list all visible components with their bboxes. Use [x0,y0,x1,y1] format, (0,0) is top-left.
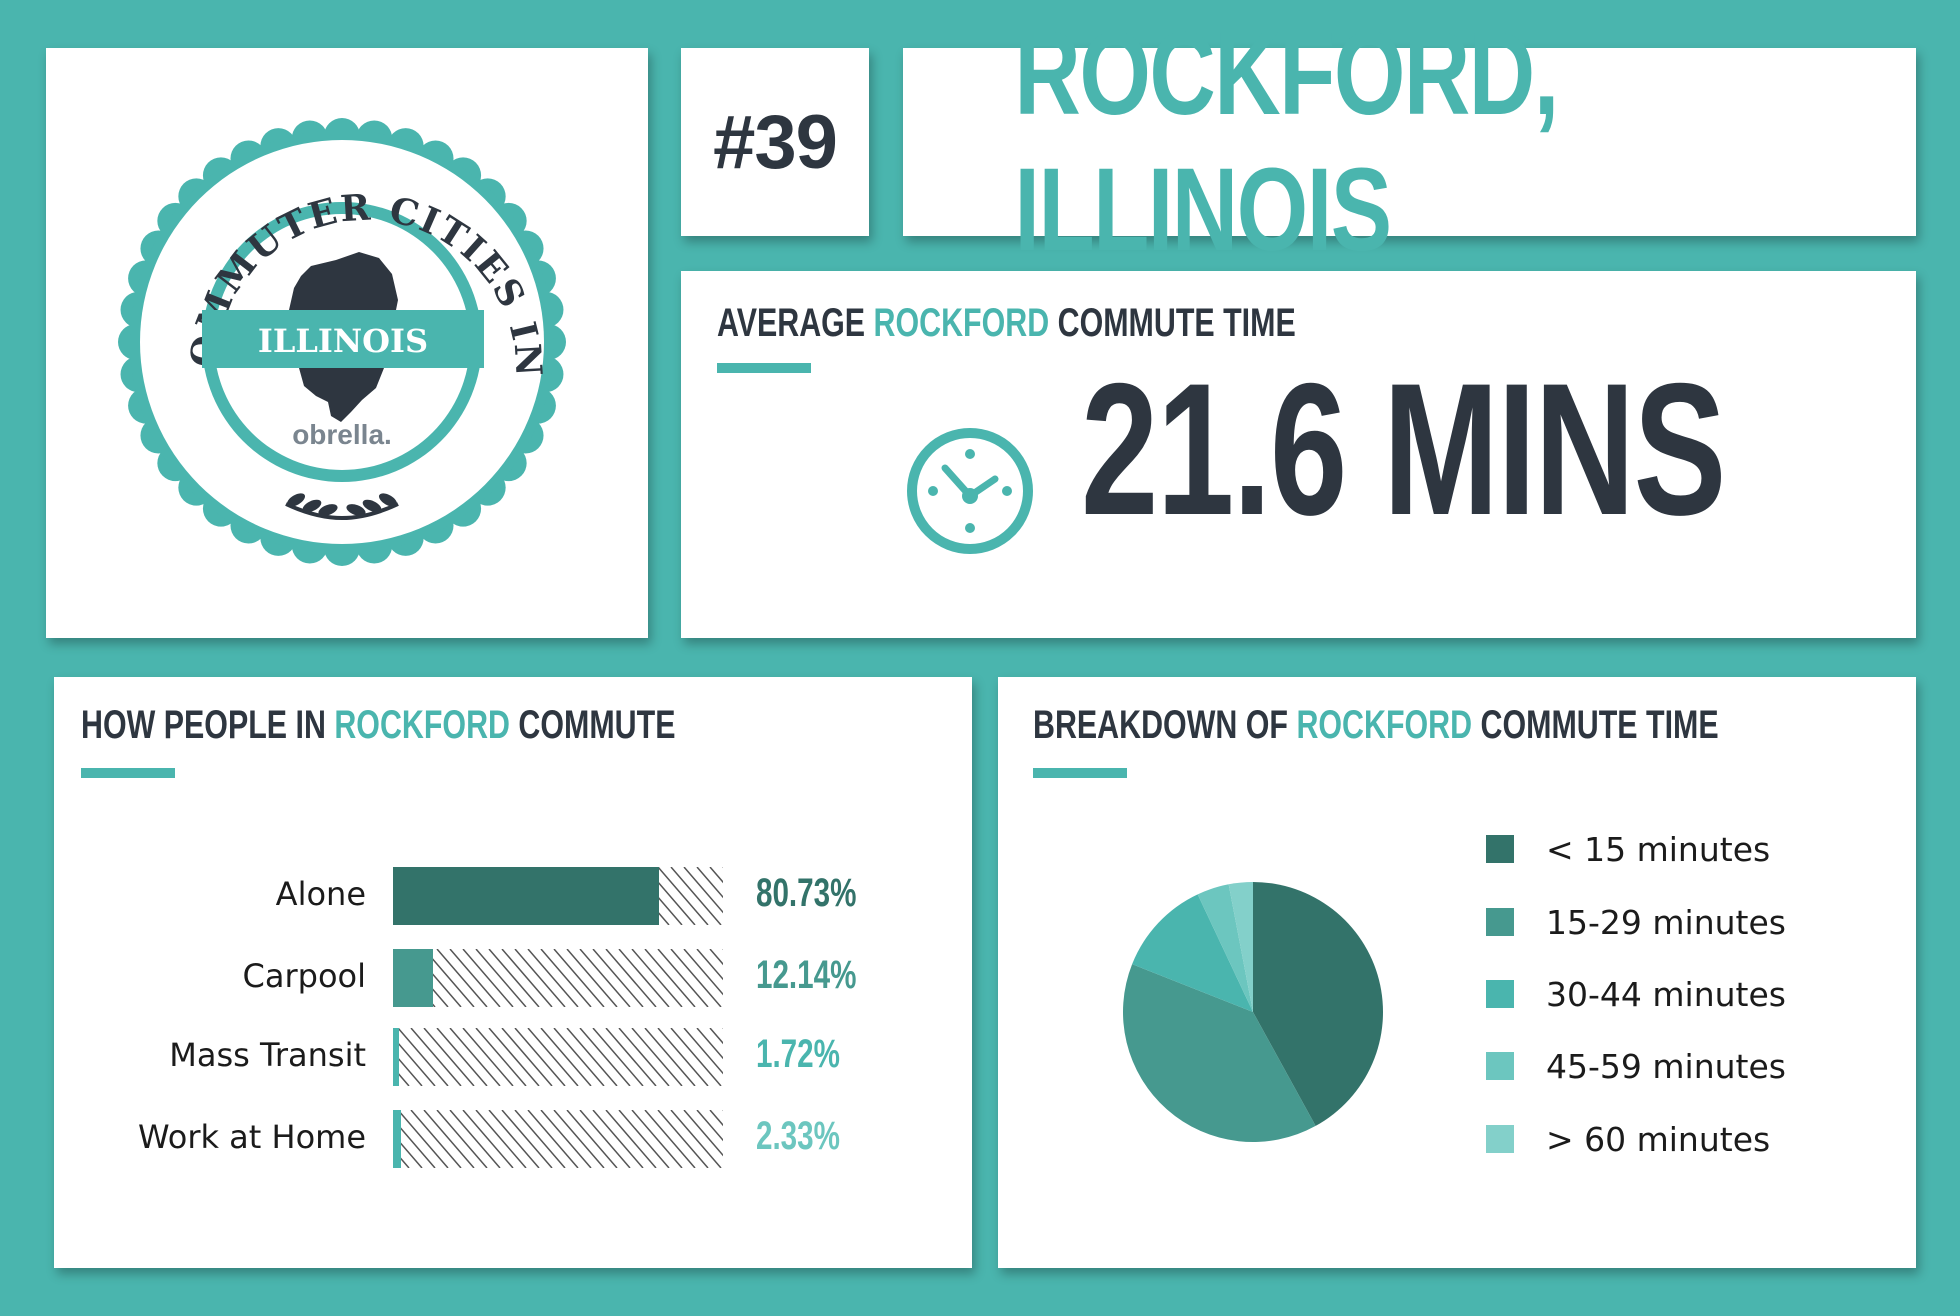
legend-item: 30-44 minutes [1486,974,1786,1014]
commute-time-heading: BREAKDOWN OF ROCKFORD COMMUTE TIME [1033,703,1719,748]
laurel-icon [285,493,399,520]
bar-track [393,1028,723,1086]
title-card: ROCKFORD, ILLINOIS [903,8,1916,276]
legend-swatch [1486,1125,1514,1153]
bar-track [393,1110,723,1168]
bar-category-label: Alone [275,875,366,913]
average-commute-heading: AVERAGE ROCKFORD COMMUTE TIME [717,301,1296,346]
heading-text: COMMUTE [509,703,676,747]
bar-alone [393,867,660,925]
heading-underline [1033,768,1127,778]
rank-card: #39 [681,48,869,236]
brand-logo: obrella. [292,419,392,450]
legend-item: 45-59 minutes [1486,1046,1786,1086]
legend-swatch [1486,1052,1514,1080]
heading-text: COMMUTE TIME [1472,703,1719,747]
commute-mode-heading: HOW PEOPLE IN ROCKFORD COMMUTE [81,703,675,748]
bar-track [393,867,723,925]
bar-value-label: 12.14% [756,953,857,997]
bar-track-hatch [393,949,723,1007]
legend-swatch [1486,908,1514,936]
bar-track-hatch [393,1028,723,1086]
commute-time-breakdown-card: BREAKDOWN OF ROCKFORD COMMUTE TIME < 15 … [998,677,1916,1268]
heading-city: ROCKFORD [1296,703,1473,747]
legend-item: < 15 minutes [1486,829,1770,869]
pie-slice [1197,884,1253,1012]
legend-item: > 60 minutes [1486,1119,1770,1159]
pie-slice [1123,964,1316,1142]
bar-track-hatch [393,1110,723,1168]
badge-state-label: ILLINOIS [258,322,428,360]
pie-slice [1253,882,1383,1126]
bar-mass-transit [393,1028,399,1086]
legend-swatch [1486,835,1514,863]
pie-slice [1132,894,1253,1012]
legend-label: < 15 minutes [1546,829,1771,869]
bar-track [393,949,723,1007]
legend-label: > 60 minutes [1546,1119,1771,1159]
heading-underline [717,363,811,373]
illinois-silhouette-icon [289,252,398,422]
heading-text: AVERAGE [717,301,874,345]
bar-category-label: Work at Home [137,1118,366,1156]
bar-value-label: 80.73% [756,871,857,915]
pie-slice [1228,882,1253,1012]
legend-label: 30-44 minutes [1546,974,1786,1014]
average-commute-value: 21.6 MINS [1081,344,1726,554]
bar-category-label: Carpool [242,957,366,995]
heading-text: HOW PEOPLE IN [81,703,335,747]
commute-mode-card: HOW PEOPLE IN ROCKFORD COMMUTE Alone 80.7… [54,677,972,1268]
bar-work-at-home [393,1110,401,1168]
bar-value-label: 2.33% [756,1114,840,1158]
badge-card: 40 BEST COMMUTER CITIES IN ILLINOIS ILLI… [29,15,648,638]
bar-category-label: Mass Transit [169,1036,366,1074]
city-title: ROCKFORD, ILLINOIS [1014,8,1559,276]
bar-value-label: 1.72% [756,1032,840,1076]
rank-number: #39 [713,99,838,185]
legend-item: 15-29 minutes [1486,902,1786,942]
bar-carpool [393,949,434,1007]
average-commute-card: AVERAGE ROCKFORD COMMUTE TIME 21.6 MINS [681,271,1916,638]
badge-seal: 40 BEST COMMUTER CITIES IN ILLINOIS ILLI… [29,15,566,566]
heading-underline [81,768,175,778]
legend-label: 45-59 minutes [1546,1046,1786,1086]
legend-label: 15-29 minutes [1546,902,1786,942]
commute-time-pie-chart [1123,882,1383,1142]
heading-city: ROCKFORD [334,703,510,747]
clock-icon [907,428,1033,554]
heading-text: COMMUTE TIME [1049,301,1296,345]
heading-city: ROCKFORD [873,301,1050,345]
heading-text: BREAKDOWN OF [1033,703,1297,747]
legend-swatch [1486,980,1514,1008]
